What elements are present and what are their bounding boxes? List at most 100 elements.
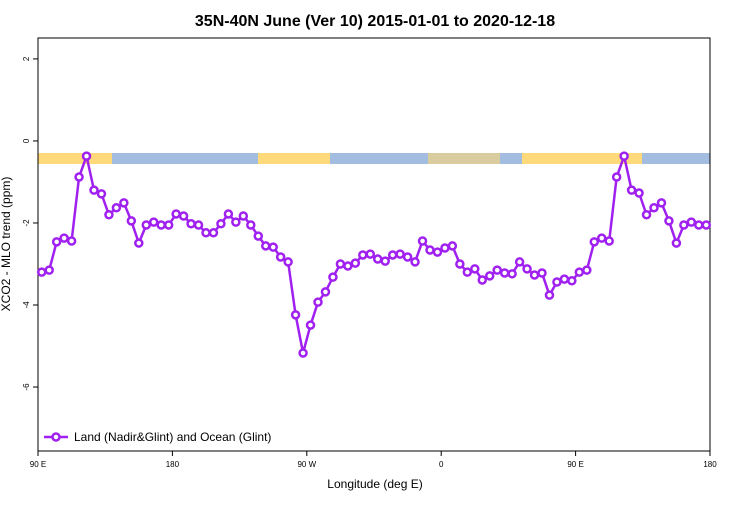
data-point xyxy=(216,219,226,229)
data-point xyxy=(544,290,555,300)
chart-title: 35N-40N June (Ver 10) 2015-01-01 to 2020… xyxy=(195,13,555,30)
data-point xyxy=(193,220,204,230)
data-point xyxy=(440,243,450,253)
y-axis-label: XCO2 - MLO trend (ppm) xyxy=(0,177,13,312)
data-point xyxy=(246,220,256,230)
data-point xyxy=(626,185,637,195)
data-point xyxy=(679,220,689,230)
data-point xyxy=(432,247,443,257)
data-point xyxy=(410,257,420,267)
data-point xyxy=(343,261,353,271)
data-point xyxy=(529,270,540,280)
data-point xyxy=(470,264,480,274)
ocean-segment xyxy=(330,153,428,164)
data-point xyxy=(178,211,189,221)
data-point xyxy=(671,238,682,248)
data-point xyxy=(499,268,510,278)
data-point xyxy=(619,151,629,161)
data-point xyxy=(223,209,234,219)
data-point xyxy=(582,265,592,275)
y-tick-label: -6 xyxy=(22,383,31,391)
data-point xyxy=(417,236,428,246)
data-point xyxy=(268,242,278,252)
data-point xyxy=(104,210,114,220)
data-point xyxy=(36,267,47,277)
data-point xyxy=(387,250,398,260)
data-point xyxy=(305,320,316,330)
data-point xyxy=(163,220,174,230)
data-point xyxy=(59,233,69,243)
data-point xyxy=(148,217,159,227)
data-point xyxy=(664,216,674,226)
y-tick-label: 0 xyxy=(22,138,31,143)
data-point xyxy=(156,220,166,230)
data-point xyxy=(656,198,667,208)
data-point xyxy=(514,257,525,267)
land-segment xyxy=(258,153,330,164)
data-point xyxy=(604,236,614,246)
data-point xyxy=(231,217,241,227)
data-point xyxy=(552,277,562,287)
y-tick-label: -4 xyxy=(22,301,31,309)
data-point xyxy=(372,254,383,264)
data-point xyxy=(596,233,607,243)
data-point xyxy=(484,271,495,281)
y-tick-label: 2 xyxy=(22,56,31,61)
data-point xyxy=(492,265,502,275)
ocean-segment xyxy=(500,153,522,164)
data-point xyxy=(81,151,92,161)
y-tick-label: -2 xyxy=(22,219,31,227)
data-point xyxy=(96,189,107,199)
data-point xyxy=(649,203,659,213)
data-point xyxy=(328,272,338,282)
data-point xyxy=(44,265,54,275)
data-point xyxy=(119,198,129,208)
data-point xyxy=(455,259,465,269)
data-point xyxy=(260,241,271,251)
data-point xyxy=(298,348,308,358)
x-tick-label: 180 xyxy=(166,460,180,469)
data-point xyxy=(395,249,405,259)
mixed-segment xyxy=(428,153,500,164)
data-point xyxy=(253,231,264,241)
data-point xyxy=(365,249,376,259)
land-segment xyxy=(522,153,642,164)
data-point xyxy=(126,216,137,226)
data-point xyxy=(208,228,219,238)
data-point xyxy=(238,211,249,221)
data-point xyxy=(589,237,600,247)
data-point xyxy=(567,276,577,286)
data-point xyxy=(686,217,697,227)
data-point xyxy=(537,268,547,278)
data-point xyxy=(559,274,570,284)
x-tick-label: 180 xyxy=(703,460,717,469)
legend-label: Land (Nadir&Glint) and Ocean (Glint) xyxy=(74,430,271,444)
data-point xyxy=(171,209,181,219)
data-point xyxy=(51,237,62,247)
data-point xyxy=(574,267,585,277)
data-point xyxy=(634,188,644,198)
data-point xyxy=(641,210,652,220)
x-tick-label: 0 xyxy=(439,460,444,469)
data-point xyxy=(74,172,84,182)
data-point xyxy=(275,252,286,262)
x-tick-label: 90 W xyxy=(297,460,316,469)
x-tick-label: 90 E xyxy=(30,460,46,469)
data-point xyxy=(507,269,517,279)
data-point xyxy=(447,241,458,251)
data-point xyxy=(201,228,211,238)
land-segment xyxy=(38,153,112,164)
data-point xyxy=(283,257,293,267)
plot-frame xyxy=(37,37,711,452)
legend-marker xyxy=(51,432,61,442)
x-axis-label: Longitude (deg E) xyxy=(327,477,422,491)
data-point xyxy=(290,310,301,320)
data-point xyxy=(141,220,152,230)
data-point xyxy=(186,219,196,229)
data-point xyxy=(701,220,712,230)
data-point xyxy=(313,297,323,307)
data-point xyxy=(350,258,361,268)
data-point xyxy=(462,267,473,277)
data-point xyxy=(611,172,622,182)
